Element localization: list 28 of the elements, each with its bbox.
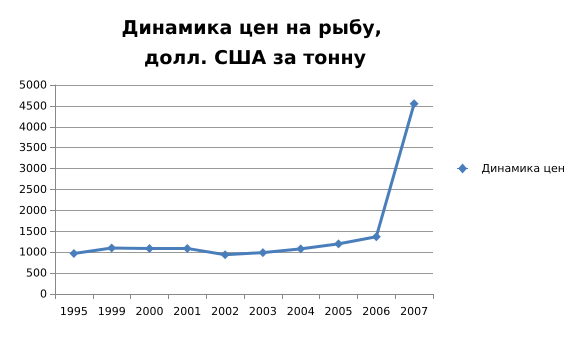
x-tick-label: 2005 <box>324 305 352 318</box>
point <box>69 248 78 258</box>
x-tick-label: 1995 <box>60 305 88 318</box>
point <box>410 99 419 108</box>
x-tick-label: 2007 <box>400 305 428 318</box>
x-tick-label: 2000 <box>136 305 164 318</box>
y-tick-label: 4000 <box>19 120 47 134</box>
y-tick-label: 3500 <box>19 141 47 154</box>
x-tick-label: 2002 <box>211 305 240 318</box>
x-tick-label: 2003 <box>248 305 277 318</box>
chart-title: Динамика цен на рыбу, долл. США за тонну <box>122 17 388 69</box>
x-tick-label: 1999 <box>98 305 126 318</box>
x-tick-label: 2006 <box>362 305 390 318</box>
y-tick-label: 0 <box>40 288 47 300</box>
point <box>296 244 306 254</box>
y-tick-label: 2000 <box>19 204 47 217</box>
y-tick-label: 1500 <box>19 224 47 238</box>
y-tick-label: 2500 <box>19 183 47 196</box>
y-tick-label: 1000 <box>19 246 47 259</box>
x-tick-label: 2004 <box>286 305 315 318</box>
legend-label: Динамика цен <box>482 162 565 175</box>
y-tick-label: 4500 <box>19 99 47 112</box>
y-tick-label: 500 <box>26 266 47 280</box>
x-tick-label: 2001 <box>173 305 202 318</box>
point <box>334 239 343 248</box>
y-tick-label: 3000 <box>19 162 47 176</box>
point <box>372 232 381 242</box>
y-tick-label: 5000 <box>19 78 47 92</box>
